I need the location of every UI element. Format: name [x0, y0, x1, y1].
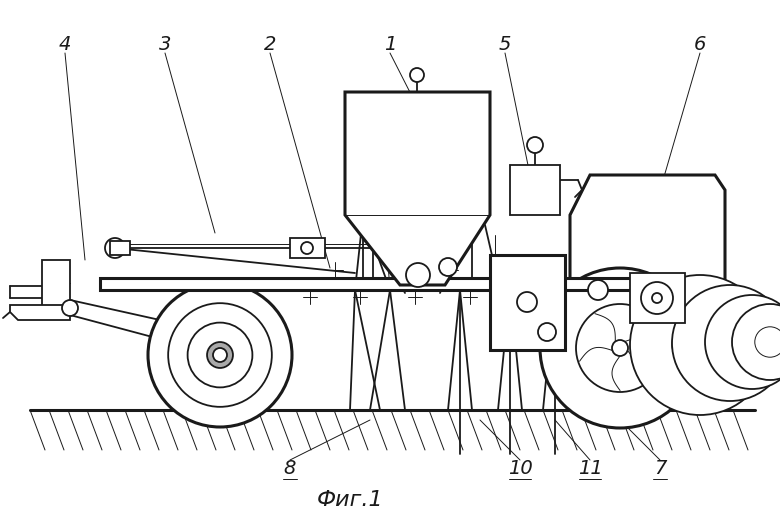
Polygon shape: [345, 92, 490, 285]
Bar: [490, 255, 565, 350]
Text: 1: 1: [384, 35, 396, 54]
Circle shape: [540, 268, 700, 428]
Circle shape: [517, 292, 537, 312]
Circle shape: [207, 342, 233, 368]
Circle shape: [538, 323, 556, 341]
Circle shape: [188, 323, 253, 387]
Text: 6: 6: [694, 35, 706, 54]
Circle shape: [641, 282, 673, 314]
Circle shape: [612, 340, 628, 356]
Circle shape: [576, 304, 664, 392]
Text: 8: 8: [284, 458, 296, 478]
Circle shape: [406, 263, 430, 287]
Circle shape: [62, 300, 78, 316]
Text: 7: 7: [654, 458, 666, 478]
Bar: [630, 273, 685, 323]
Circle shape: [755, 327, 780, 357]
Text: 3: 3: [159, 35, 171, 54]
Text: 4: 4: [58, 35, 71, 54]
Circle shape: [527, 137, 543, 153]
Circle shape: [439, 258, 457, 276]
Circle shape: [672, 285, 780, 401]
Text: 11: 11: [578, 458, 602, 478]
Bar: [290, 238, 325, 258]
Text: 5: 5: [499, 35, 511, 54]
Text: 10: 10: [508, 458, 533, 478]
Circle shape: [410, 68, 424, 82]
Bar: [100, 278, 680, 290]
Circle shape: [733, 323, 771, 361]
Bar: [42, 260, 70, 315]
Circle shape: [168, 303, 272, 407]
Circle shape: [148, 283, 292, 427]
Circle shape: [732, 304, 780, 380]
Circle shape: [105, 238, 125, 258]
Text: 2: 2: [264, 35, 276, 54]
Circle shape: [672, 317, 728, 373]
Polygon shape: [10, 305, 70, 320]
Circle shape: [301, 242, 313, 254]
Bar: [345, 92, 490, 215]
Circle shape: [213, 348, 227, 362]
Polygon shape: [570, 175, 725, 370]
Circle shape: [630, 275, 770, 415]
Circle shape: [588, 280, 608, 300]
Circle shape: [705, 295, 780, 389]
Bar: [110, 241, 130, 255]
Circle shape: [707, 320, 753, 366]
Bar: [510, 165, 560, 215]
Text: Фиг.1: Фиг.1: [317, 490, 383, 510]
Circle shape: [652, 293, 662, 303]
